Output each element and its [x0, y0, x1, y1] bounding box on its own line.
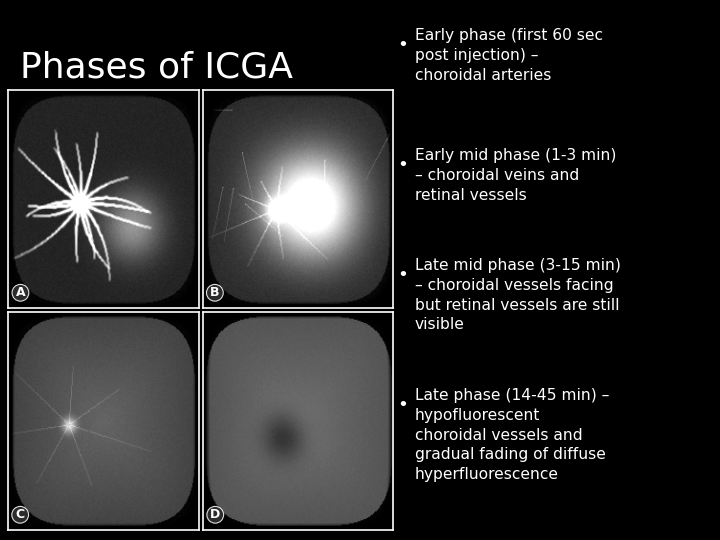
Text: Late phase (14-45 min) –
hypofluorescent
choroidal vessels and
gradual fading of: Late phase (14-45 min) – hypofluorescent… [415, 388, 609, 482]
Text: C: C [16, 508, 24, 521]
Text: •: • [397, 266, 408, 284]
Text: Early phase (first 60 sec
post injection) –
choroidal arteries: Early phase (first 60 sec post injection… [415, 28, 603, 83]
Text: •: • [397, 36, 408, 54]
Text: A: A [16, 286, 25, 299]
Text: B: B [210, 286, 220, 299]
Text: Early mid phase (1-3 min)
– choroidal veins and
retinal vessels: Early mid phase (1-3 min) – choroidal ve… [415, 148, 616, 202]
Text: •: • [397, 156, 408, 174]
Text: D: D [210, 508, 220, 521]
Text: Phases of ICGA: Phases of ICGA [20, 51, 293, 85]
Text: •: • [397, 396, 408, 414]
Text: Late mid phase (3-15 min)
– choroidal vessels facing
but retinal vessels are sti: Late mid phase (3-15 min) – choroidal ve… [415, 258, 621, 333]
